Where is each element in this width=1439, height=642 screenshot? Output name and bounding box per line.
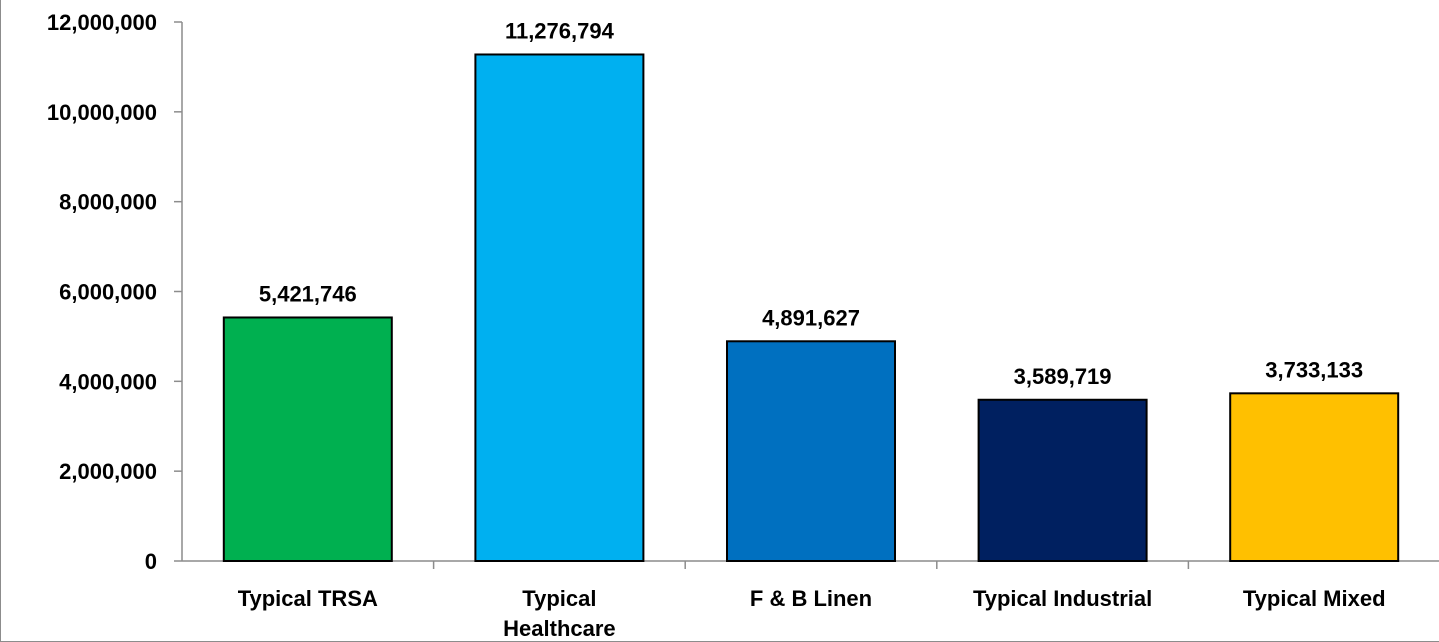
y-tick-label: 12,000,000: [47, 10, 157, 35]
data-label: 3,733,133: [1265, 357, 1363, 382]
data-label: 11,276,794: [505, 18, 615, 43]
y-tick-label: 6,000,000: [59, 280, 157, 305]
y-tick-label: 8,000,000: [59, 190, 157, 215]
y-axis: 0 2,000,000 4,000,000 6,000,000 8,000,000 10,…: [47, 10, 183, 574]
y-tick-label: 2,000,000: [59, 459, 157, 484]
bar: [222, 316, 393, 562]
category-label: Typical TRSA: [238, 586, 378, 611]
x-axis: Typical TRSA Typical Healthcare F & B Linen…: [182, 560, 1439, 641]
bar: [1229, 392, 1400, 562]
bar: [474, 53, 645, 562]
category-label: Typical Mixed: [1243, 586, 1386, 611]
bar: [726, 340, 896, 562]
bars: [222, 53, 1400, 562]
data-label: 4,891,627: [762, 305, 860, 330]
category-label: Typical Industrial: [973, 586, 1152, 611]
data-labels: 5,421,746 11,276,794 4,891,627 3,589,719 3,7…: [259, 18, 1363, 388]
y-tick-label: 10,000,000: [47, 100, 157, 125]
category-label: Typical: [522, 586, 596, 611]
y-tick-label: 0: [145, 549, 157, 574]
category-label: Healthcare: [503, 616, 616, 641]
y-tick-label: 4,000,000: [59, 369, 157, 394]
data-label: 5,421,746: [259, 281, 357, 306]
data-label: 3,589,719: [1014, 364, 1112, 389]
category-label: F & B Linen: [750, 586, 872, 611]
bar: [977, 398, 1148, 562]
